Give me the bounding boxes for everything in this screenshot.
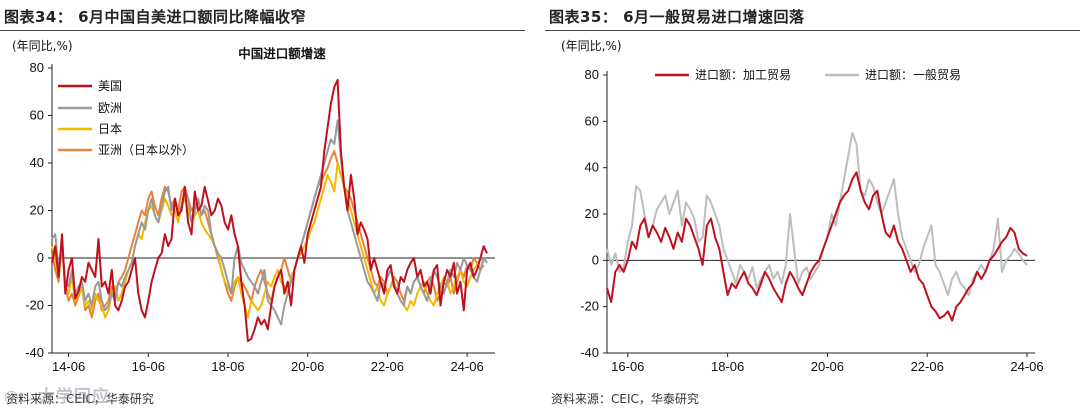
- legend-label-1: 进口额：一般贸易: [865, 67, 961, 82]
- y-tick-label: 80: [585, 67, 599, 82]
- left-chart-title: 中国进口额增速: [238, 46, 326, 61]
- y-tick-label: 20: [585, 206, 599, 221]
- y-tick-label: 0: [37, 250, 44, 265]
- x-tick-label: 18-06: [211, 359, 244, 374]
- right-source-text: 资料来源：CEIC，华泰研究: [551, 392, 699, 406]
- y-tick-label: 60: [30, 108, 44, 123]
- y-tick-label: -40: [580, 345, 599, 360]
- legend-label-0: 进口额：加工贸易: [695, 68, 791, 82]
- right-chart-svg: (年同比,%) -40 -20 0 20 40 60 80 16-06 18-06 20-06 22-…: [561, 39, 1044, 374]
- legend-label-2: 日本: [98, 122, 122, 136]
- left-source-text: 资料来源：CEIC，华泰研究: [6, 392, 154, 406]
- series-line-0: [606, 171, 1028, 322]
- y-tick-label: -40: [25, 345, 44, 360]
- y-tick-label: 80: [30, 60, 44, 75]
- x-tick-label: 24-06: [1010, 359, 1043, 374]
- legend-label-1: 欧洲: [98, 101, 122, 115]
- x-tick-label: 16-06: [132, 359, 165, 374]
- right-chart-panel: 图表35： 6月一般贸易进口增速回落 (年同比,%) -40 -20 0 20 40 60 8…: [545, 0, 1080, 415]
- series-line-0: [51, 78, 488, 343]
- x-tick-label: 24-06: [450, 359, 483, 374]
- y-tick-label: 20: [30, 203, 44, 218]
- x-tick-label: 22-06: [371, 359, 404, 374]
- y-tick-label: 60: [585, 113, 599, 128]
- left-chart-panel: 图表34： 6月中国自美进口额同比降幅收窄 中国进口额增速 (年同比,%) -40 -…: [0, 0, 525, 415]
- series-line-1: [606, 131, 1028, 297]
- x-tick-label: 18-06: [711, 359, 744, 374]
- left-unit-label: (年同比,%): [12, 39, 73, 53]
- x-tick-label: 20-06: [291, 359, 324, 374]
- right-unit-label: (年同比,%): [561, 39, 622, 53]
- right-figure-title: 图表35： 6月一般贸易进口增速回落: [549, 8, 805, 26]
- series-line-2: [51, 162, 485, 319]
- legend-label-3: 亚洲（日本以外）: [98, 143, 194, 157]
- y-tick-label: 0: [592, 252, 599, 267]
- right-title-rule: [545, 30, 1080, 31]
- x-tick-label: 16-06: [611, 359, 644, 374]
- y-tick-label: 40: [30, 155, 44, 170]
- legend-label-0: 美国: [98, 79, 122, 93]
- watermark-logo: ◎ 大学回应: [4, 387, 110, 407]
- x-tick-label: 20-06: [811, 359, 844, 374]
- x-tick-label: 22-06: [911, 359, 944, 374]
- series-line-1: [51, 119, 488, 326]
- left-chart-svg: 中国进口额增速 (年同比,%) -40 -20 0 20 40 60 80 14-06 16-06 1…: [12, 39, 495, 374]
- y-tick-label: -20: [25, 298, 44, 313]
- y-tick-label: -20: [580, 299, 599, 314]
- y-tick-label: 40: [585, 160, 599, 175]
- left-title-rule: [0, 30, 525, 31]
- left-figure-title: 图表34： 6月中国自美进口额同比降幅收窄: [4, 8, 307, 26]
- x-tick-label: 14-06: [52, 359, 85, 374]
